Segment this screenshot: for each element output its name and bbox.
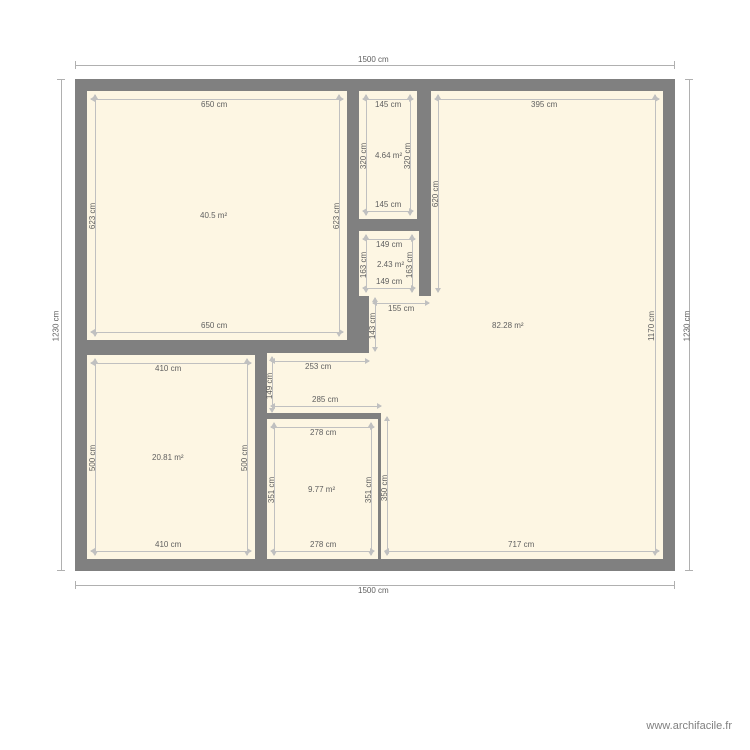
r2-right: 320 cm — [404, 143, 412, 169]
r1-bottom: 650 cm — [201, 322, 227, 330]
outer-dim-right: 1230 cm — [683, 311, 691, 342]
r1-top: 650 cm — [201, 101, 227, 109]
r1-right: 623 cm — [333, 203, 341, 229]
r5-right: 500 cm — [241, 445, 249, 471]
r3-top: 149 cm — [376, 241, 402, 249]
r6-bottom: 278 cm — [310, 541, 336, 549]
room-4-top — [431, 91, 663, 559]
room-1-area: 40.5 m² — [200, 212, 227, 220]
r6-right: 351 cm — [365, 477, 373, 503]
outer-dim-left: 1230 cm — [52, 311, 60, 342]
room-4-step3 — [381, 413, 442, 559]
r3-left: 163 cm — [360, 252, 368, 278]
r5-bottom: 410 cm — [155, 541, 181, 549]
r4-350: 350 cm — [381, 475, 389, 501]
credit-text: www.archifacile.fr — [646, 720, 732, 732]
r4-left-mid: 143 cm — [369, 313, 377, 339]
outer-dim-top-line — [75, 65, 675, 66]
r4-right: 1170 cm — [648, 311, 656, 341]
room-4-step2 — [267, 353, 442, 413]
outer-dim-top: 1500 cm — [358, 56, 389, 64]
r4-285: 285 cm — [312, 396, 338, 404]
room-3-area: 2.43 m² — [377, 261, 404, 269]
r3-right: 163 cm — [406, 252, 414, 278]
room-6-area: 9.77 m² — [308, 486, 335, 494]
room-2-area: 4.64 m² — [375, 152, 402, 160]
r6-top: 278 cm — [310, 429, 336, 437]
r4-253: 253 cm — [305, 363, 331, 371]
r4-top: 395 cm — [531, 101, 557, 109]
r2-top: 145 cm — [375, 101, 401, 109]
outer-dim-left-line — [61, 79, 62, 571]
room-4-area: 82.28 m² — [492, 322, 524, 330]
room-5-area: 20.81 m² — [152, 454, 184, 462]
r2-left: 320 cm — [360, 143, 368, 169]
r3-bottom: 149 cm — [376, 278, 402, 286]
r6-left: 351 cm — [268, 477, 276, 503]
r4-149: 149 cm — [266, 373, 274, 399]
r5-left: 500 cm — [89, 445, 97, 471]
outer-dim-bottom: 1500 cm — [358, 587, 389, 595]
r4-left-upper: 620 cm — [432, 181, 440, 207]
floor-plan-canvas: 1500 cm 1500 cm 1230 cm 1230 cm 40.5 m² … — [0, 0, 750, 750]
r4-155: 155 cm — [388, 305, 414, 313]
r2-bottom: 145 cm — [375, 201, 401, 209]
r4-bottom: 717 cm — [508, 541, 534, 549]
r1-left: 623 cm — [89, 203, 97, 229]
r5-top: 410 cm — [155, 365, 181, 373]
